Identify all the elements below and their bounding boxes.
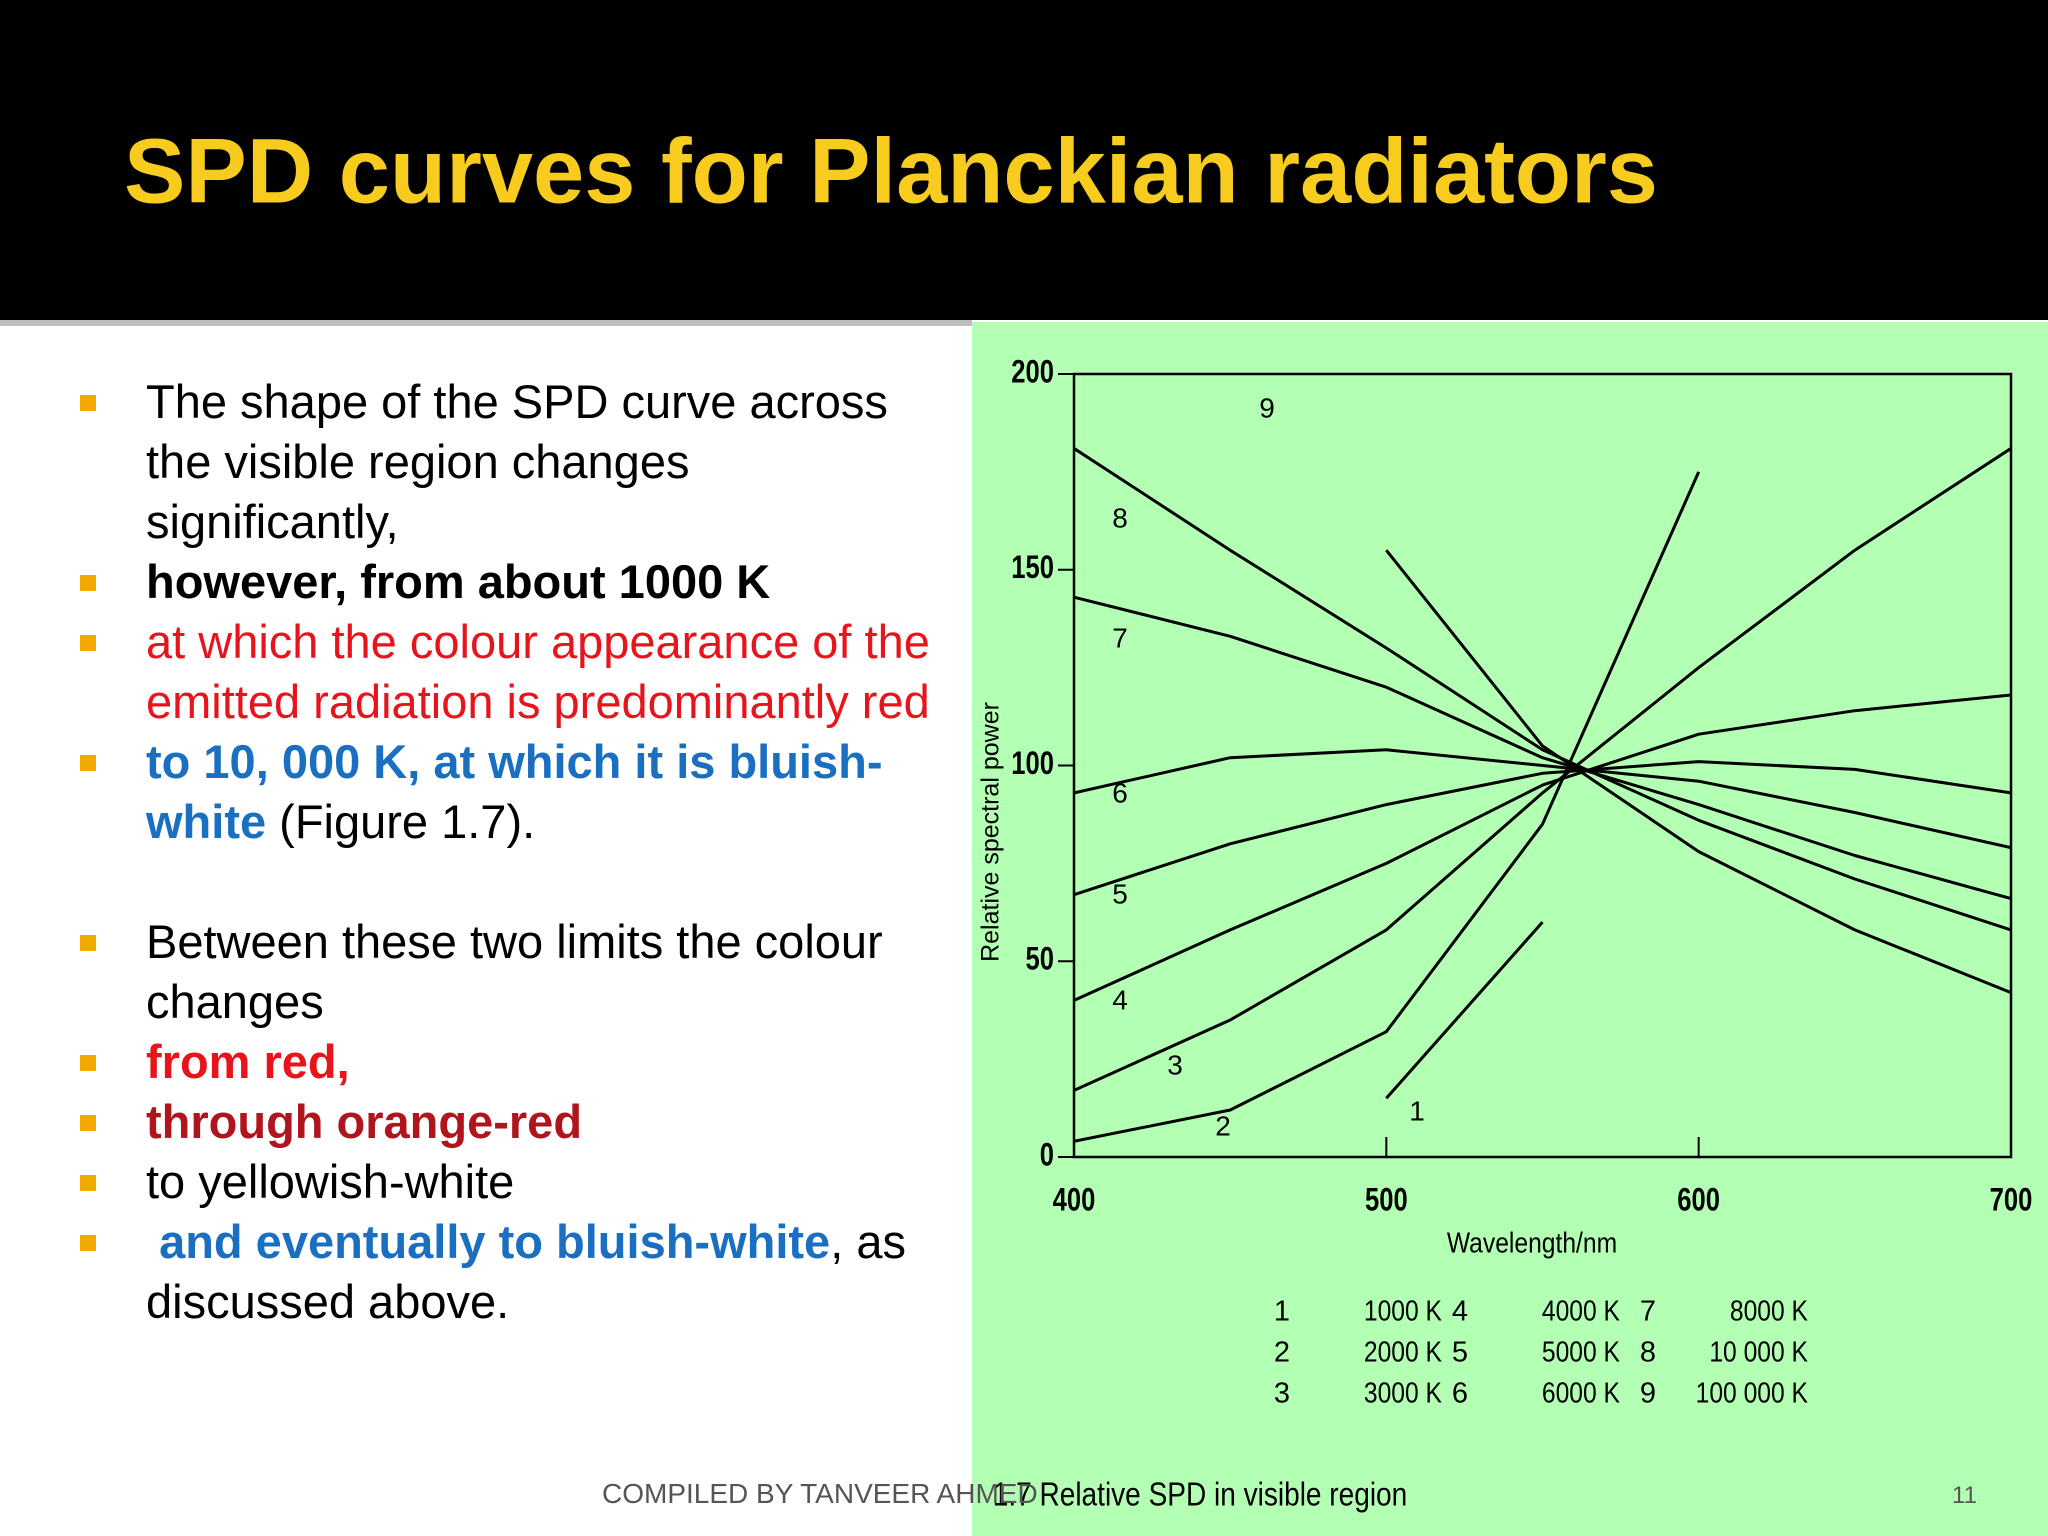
spd-curve <box>1385 921 1544 1100</box>
bullet-text: to 10, 000 K, at which it is bluish-whit… <box>146 735 883 848</box>
curve-label: 1 <box>1409 1095 1425 1126</box>
spd-curve <box>1074 447 2011 1092</box>
bullet-text: (Figure 1.7). <box>266 795 536 848</box>
bullet-marker <box>80 935 96 951</box>
spd-curve <box>1385 549 2011 994</box>
bullet: to yellowish-white <box>80 1152 940 1212</box>
legend-number: 4 <box>1452 1296 1468 1328</box>
legend-name: 1000 K <box>1364 1295 1442 1327</box>
bullet-marker <box>80 395 96 411</box>
bullet-marker <box>80 1235 96 1251</box>
bullet-marker <box>80 1055 96 1071</box>
legend-number: 3 <box>1274 1378 1290 1410</box>
y-tick-label: 50 <box>1026 942 1054 977</box>
legend-name: 8000 K <box>1730 1295 1808 1327</box>
legend-name: 10 000 K <box>1709 1336 1808 1368</box>
bullet-marker <box>80 635 96 651</box>
bullet: at which the colour appearance of the em… <box>80 612 940 732</box>
figure-caption: 1.7 Relative SPD in visible region <box>993 1477 1408 1514</box>
legend-name: 6000 K <box>1542 1377 1620 1409</box>
bullet-text: Between these two limits the colour chan… <box>146 915 896 1028</box>
bullet-text: at which the colour appearance of the em… <box>146 615 943 728</box>
legend-number: 7 <box>1640 1296 1656 1328</box>
x-tick-label: 700 <box>1990 1183 2033 1218</box>
bullet: through orange-red <box>80 1092 940 1152</box>
spd-curve <box>1074 748 2011 850</box>
bullet-marker <box>80 1115 96 1131</box>
bullet: however, from about 1000 K <box>80 552 940 612</box>
curve-label: 9 <box>1259 392 1275 423</box>
legend-number: 6 <box>1452 1378 1468 1410</box>
bullet-marker <box>80 755 96 771</box>
curve-label: 2 <box>1215 1110 1231 1141</box>
bullet-text: however, from about 1000 K <box>146 555 771 608</box>
curve-label: 4 <box>1112 984 1128 1015</box>
y-tick-label: 150 <box>1011 551 1054 586</box>
legend-number: 5 <box>1452 1337 1468 1369</box>
bullet-text: from red, <box>146 1035 350 1088</box>
x-tick-label: 600 <box>1677 1183 1720 1218</box>
legend-name: 5000 K <box>1542 1336 1620 1368</box>
curve-label: 3 <box>1167 1049 1183 1080</box>
y-axis-label: Relative spectral power <box>977 702 1005 962</box>
x-tick-label: 400 <box>1053 1183 1096 1218</box>
bullet-text: , as discussed above. <box>146 1215 920 1328</box>
curve-label: 5 <box>1112 878 1128 909</box>
legend-number: 9 <box>1640 1378 1656 1410</box>
curve-label: 7 <box>1112 622 1128 653</box>
spd-curve <box>1074 693 2011 1002</box>
legend-number: 2 <box>1274 1337 1290 1369</box>
spd-curve <box>1074 595 2011 901</box>
title-bar <box>0 0 2048 320</box>
legend-name: 100 000 K <box>1696 1377 1808 1409</box>
footer: COMPILED BY TANVEER AHMED <box>602 1478 1038 1509</box>
slide-title: SPD curves for Planckian radiators <box>124 120 1658 222</box>
title-rule <box>0 320 972 326</box>
x-axis-label: Wavelength/nm <box>1447 1227 1617 1259</box>
bullet: from red, <box>80 1032 940 1092</box>
bullet-marker <box>80 1175 96 1191</box>
spd-curve <box>1074 760 2011 897</box>
curves <box>1074 447 2011 1143</box>
legend-number: 1 <box>1274 1296 1290 1328</box>
curve-label: 8 <box>1112 502 1128 533</box>
bullet-text: to yellowish-white <box>146 1155 515 1208</box>
figure-panel <box>972 322 2048 1536</box>
bullet-text: The shape of the SPD curve across the vi… <box>146 375 901 548</box>
spd-curve <box>1074 471 1701 1143</box>
bullet: and eventually to bluish-white, as discu… <box>80 1212 940 1332</box>
curve-label: 6 <box>1112 777 1128 808</box>
spd-curve <box>1074 447 2011 932</box>
y-tick-label: 200 <box>1011 355 1054 390</box>
y-tick-label: 0 <box>1040 1138 1054 1173</box>
bullet-list: The shape of the SPD curve across the vi… <box>80 372 940 1332</box>
legend-name: 2000 K <box>1364 1336 1442 1368</box>
legend-number: 8 <box>1640 1337 1656 1369</box>
bullet: The shape of the SPD curve across the vi… <box>80 372 940 552</box>
bullet-marker <box>80 575 96 591</box>
y-tick-label: 100 <box>1011 746 1054 781</box>
bullet-text: through orange-red <box>146 1095 583 1148</box>
x-tick-label: 500 <box>1365 1183 1408 1218</box>
legend-name: 4000 K <box>1542 1295 1620 1327</box>
legend-name: 3000 K <box>1364 1377 1442 1409</box>
bullet: to 10, 000 K, at which it is bluish-whit… <box>80 732 940 852</box>
bullet: Between these two limits the colour chan… <box>80 912 940 1032</box>
bullet-text: and eventually to bluish-white <box>146 1215 831 1268</box>
page-number: 11 <box>1952 1482 1977 1509</box>
